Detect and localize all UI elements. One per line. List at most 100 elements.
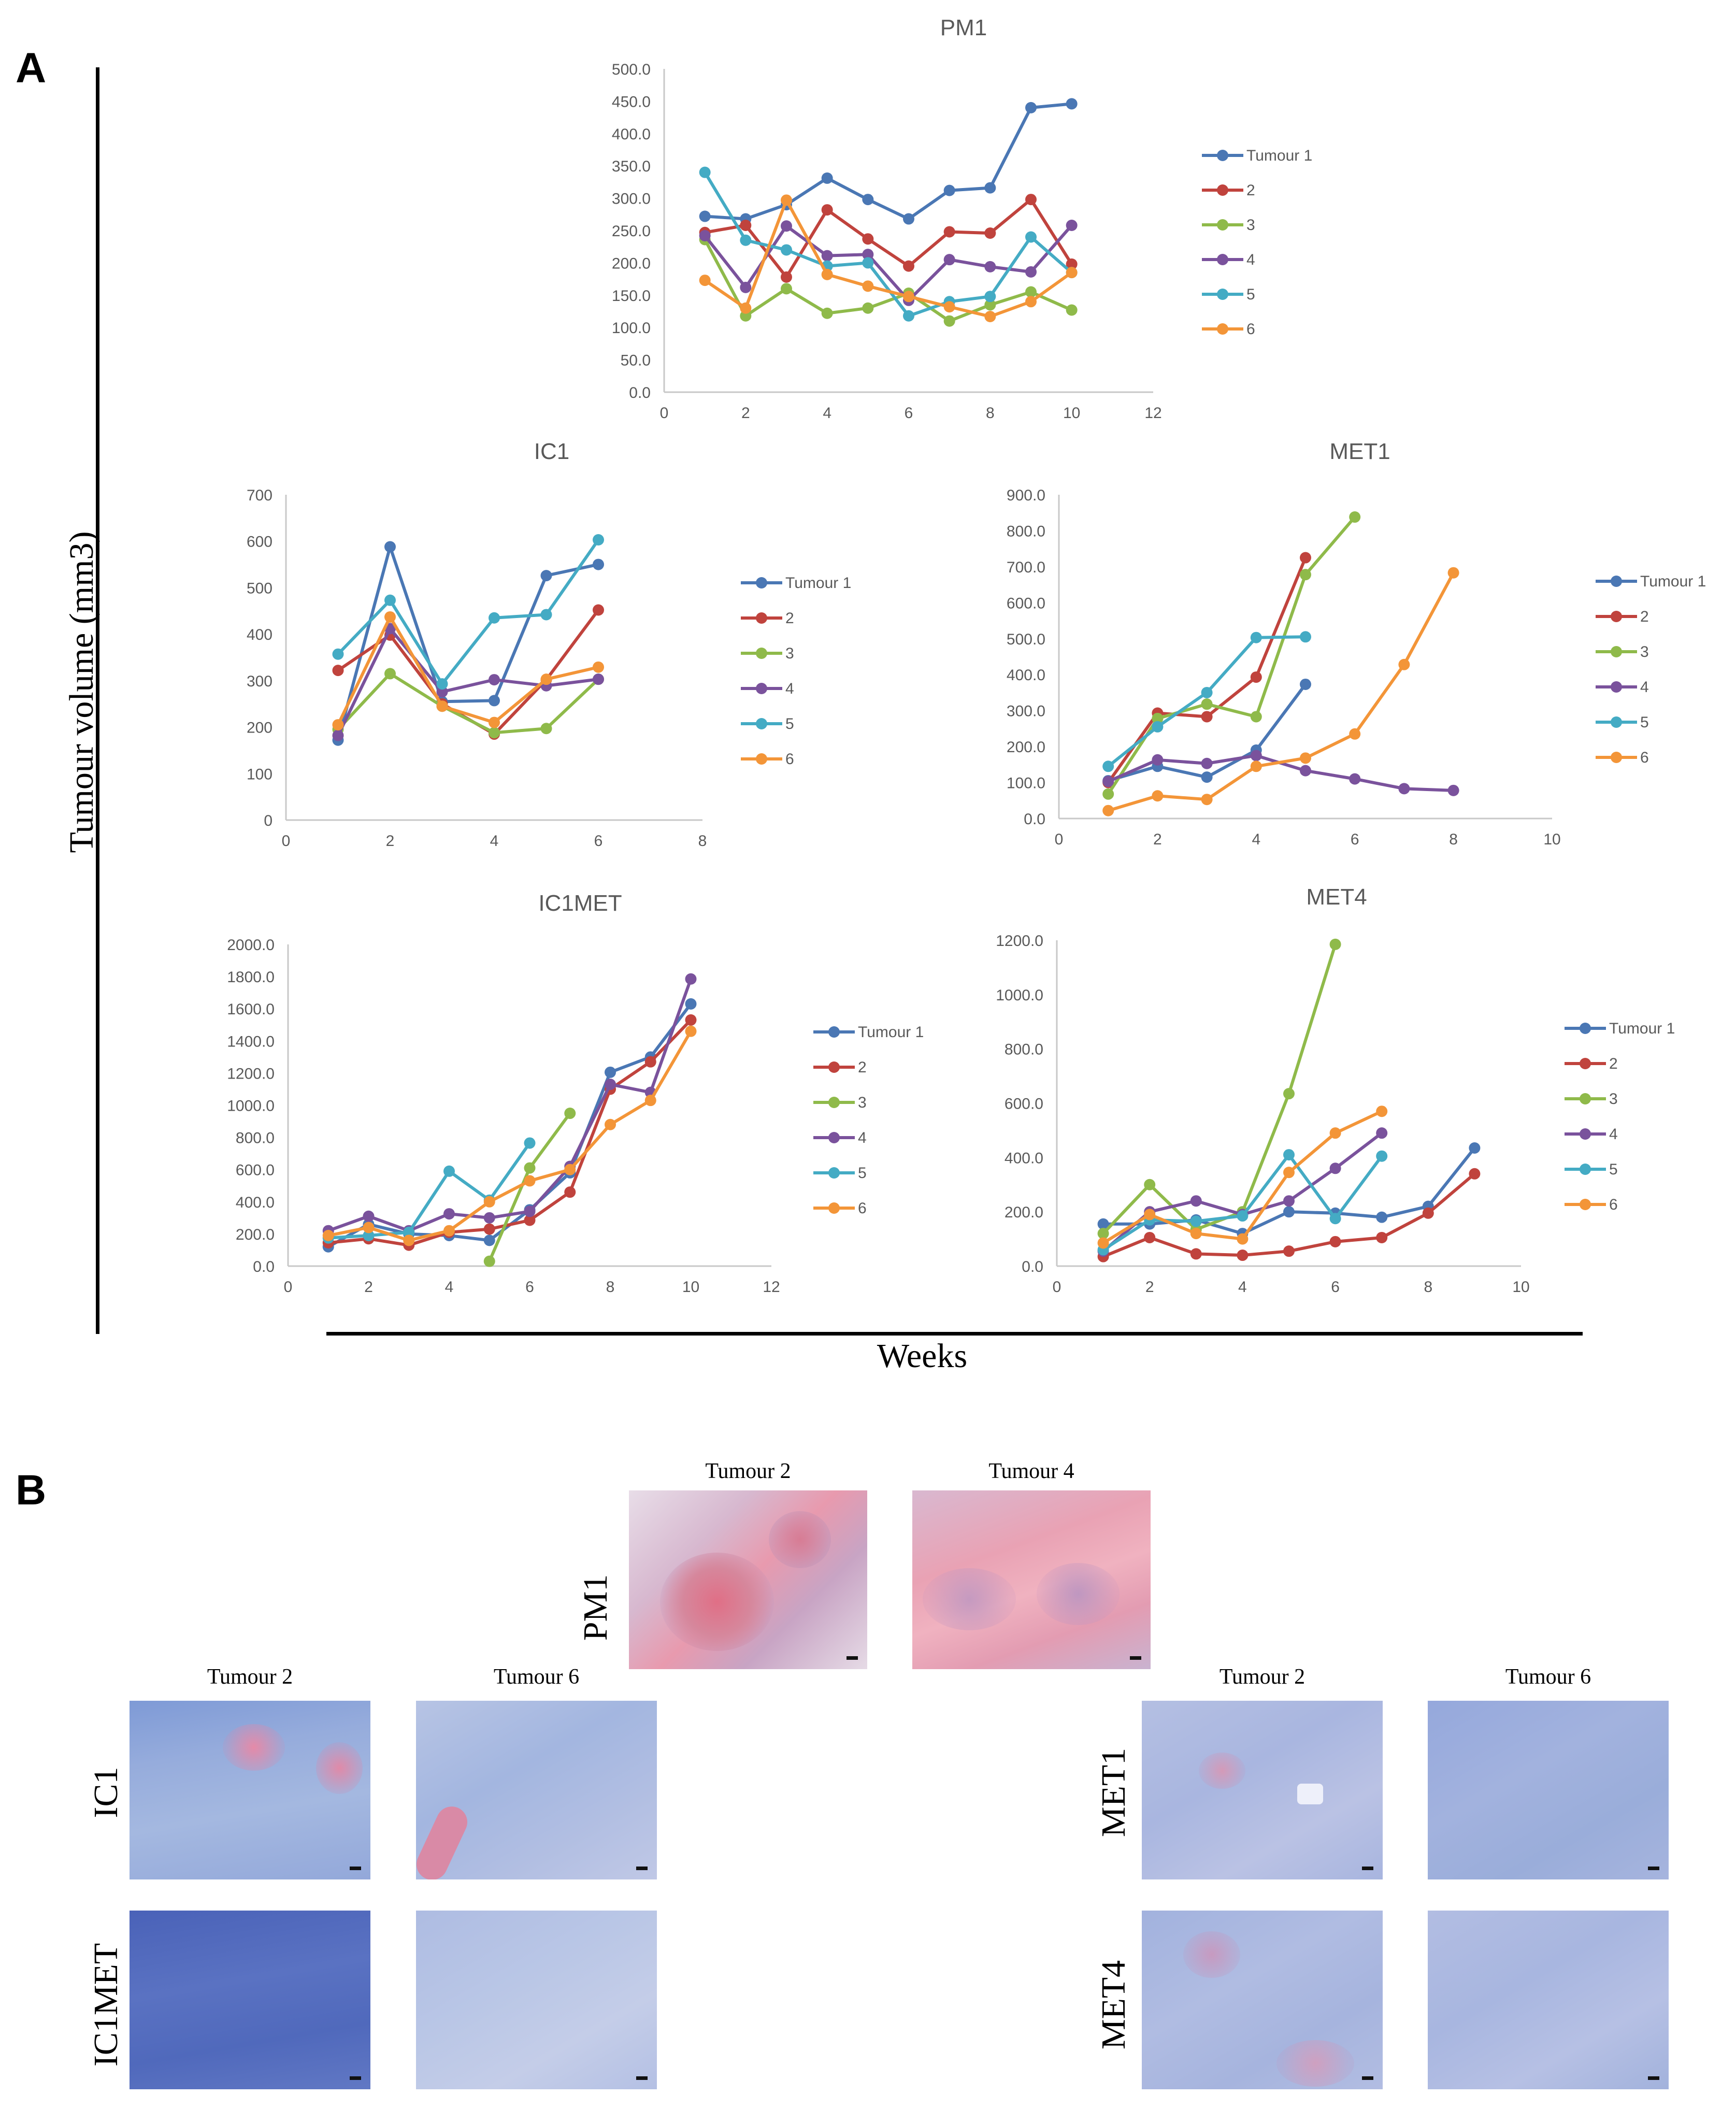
scale-bar [1362,2076,1373,2080]
met4-data-point [1237,1210,1249,1222]
met4-data-point [1376,1127,1388,1139]
ic1met-data-point [564,1164,576,1175]
ic1met-row-label: IC1MET [87,1943,125,2067]
pm1-data-point [984,227,996,239]
met4-legend-label: 4 [1609,1126,1618,1143]
pm1-data-point [984,310,996,322]
met1-data-point [1201,711,1213,723]
ic1met-series-line [327,978,693,1232]
pm1-chart-title: PM1 [940,15,987,40]
ic1-data-point [593,534,604,546]
pm1-tumour2-histology-image [629,1490,867,1669]
pm1-chart: PM1 0.0 50.0 100.0 150.0 200.0 250.0 300.0 350.0… [612,15,1312,422]
pm1-row-label: PM1 [577,1574,614,1641]
met1-data-point [1201,794,1213,806]
ic1-data-point [489,674,500,686]
pm1-data-point [821,268,833,280]
ic1-y-tick-label: 600 [247,534,272,551]
pm1-series-line [704,171,1073,318]
pm1-legend-marker [1217,254,1228,265]
met1-data-point [1201,757,1213,769]
met1-x-tick-label: 4 [1252,831,1260,848]
met4-data-point [1376,1150,1388,1162]
ic1-legend-marker [756,718,767,729]
ic1met-legend-marker [828,1097,840,1108]
pm1-x-tick-label: 12 [1144,405,1161,422]
met4-y-tick-label: 1200.0 [996,932,1043,950]
ic1met-x-tick-label: 6 [525,1279,534,1296]
met4-data-point [1422,1207,1434,1219]
met4-data-point [1283,1245,1295,1257]
pm1-legend-label: 3 [1246,217,1255,234]
ic1met-legend-marker [828,1167,840,1179]
met1-x-tick-label: 2 [1153,831,1162,848]
pm1-data-point [821,204,833,216]
ic1-data-point [540,723,552,735]
ic1-y-tick-label: 0 [264,812,272,829]
pm1-legend-marker [1217,323,1228,335]
ic1-data-point [540,673,552,685]
ic1met-data-point [644,1095,656,1107]
met1-data-point [1300,765,1311,777]
ic1met-data-point [363,1230,375,1242]
met1-x-tick-label: 10 [1543,831,1560,848]
ic1met-data-point [685,998,697,1010]
panel-a-label: A [16,45,47,92]
met1-y-tick-label: 900.0 [1007,487,1045,504]
pm1-data-point [1025,266,1037,278]
ic1met-data-point [483,1255,495,1267]
ic1met-chart: IC1MET 0.0 200.0 400.0 600.0 800.0 1000.0 1200.… [227,891,924,1296]
met1-y-tick-label: 700.0 [1007,559,1045,576]
ic1-data-point [593,673,604,685]
met4-chart-title: MET4 [1306,884,1367,910]
pm1-legend-marker [1217,150,1228,161]
met1-legend-marker [1611,681,1622,693]
met4-legend-marker [1580,1164,1591,1175]
met1-legend-label: 5 [1640,714,1649,731]
met1-x-tick-label: 8 [1449,831,1458,848]
ic1-x-tick-label: 0 [282,832,291,850]
pm1-legend-label: 4 [1246,251,1255,268]
met1-y-tick-label: 0.0 [1024,811,1045,828]
met1-tumour2-nest [1199,1753,1245,1789]
ic1met-data-point [363,1210,375,1222]
met1-data-point [1201,686,1213,698]
ic1-legend-label: 2 [785,610,794,627]
met1-data-point [1349,728,1361,740]
pm1-data-point [1066,258,1078,270]
ic1-data-point [384,668,396,680]
ic1met-legend-label: Tumour 1 [858,1024,924,1041]
ic1met-x-tick-label: 4 [445,1279,454,1296]
met4-legend-label: 6 [1609,1196,1618,1213]
ic1-col2-label: Tumour 6 [493,1665,580,1689]
ic1met-series-line [328,1142,531,1240]
pm1-data-point [699,229,711,241]
ic1met-legend-marker [828,1202,840,1214]
pm1-y-tick-label: 400.0 [612,126,651,143]
met4-legend-label: 2 [1609,1055,1618,1072]
ic1met-legend-label: 4 [858,1129,867,1146]
ic1met-series-line [328,1030,693,1242]
pm1-data-point [1025,231,1037,243]
scale-bar [847,1656,858,1660]
met4-y-tick-label: 400.0 [1005,1150,1043,1167]
met4-x-tick-label: 0 [1053,1279,1061,1296]
met1-data-point [1250,711,1262,723]
pm1-tumour2-nest [769,1511,831,1568]
pm1-data-point [943,184,955,196]
met1-data-point [1152,712,1164,724]
met4-data-point [1190,1248,1202,1260]
ic1met-y-tick-label: 600.0 [236,1162,275,1179]
ic1met-tumour2-histology-image [130,1911,370,2089]
pm1-y-tick-label: 300.0 [612,191,651,208]
pm1-y-tick-label: 150.0 [612,288,651,305]
met4-legend-marker [1580,1058,1591,1069]
ic1-series-line [336,615,599,726]
pm1-data-point [984,261,996,272]
pm1-tumour4-nest [923,1568,1016,1630]
ic1met-y-tick-label: 1600.0 [227,1001,275,1018]
pm1-data-point [984,299,996,311]
pm1-x-tick-label: 2 [741,405,750,422]
met1-data-point [1447,784,1459,796]
met1-series-line [1107,516,1356,795]
